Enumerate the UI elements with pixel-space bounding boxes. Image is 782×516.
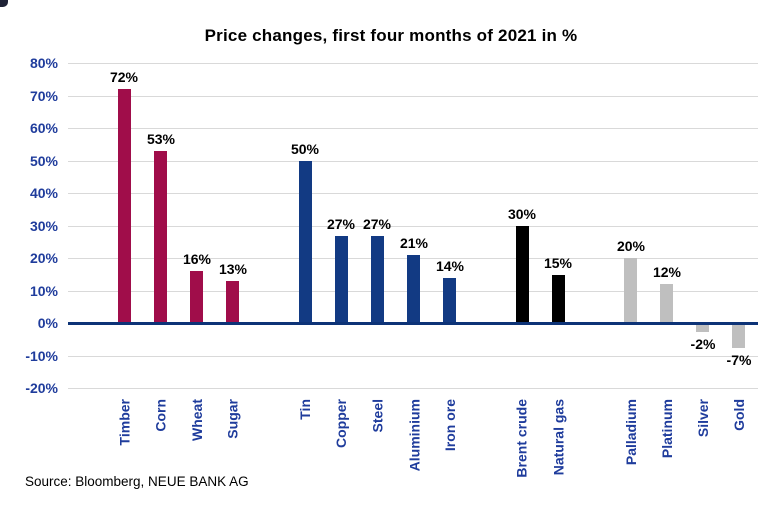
y-tick-label: 0% <box>37 315 58 331</box>
bar-palladium <box>624 258 637 323</box>
x-tick-label-text: Platinum <box>659 399 675 459</box>
y-tick-label: 40% <box>29 185 58 201</box>
x-tick-label-text: Corn <box>153 399 169 432</box>
corner-mark <box>0 0 8 7</box>
source-text: Source: Bloomberg, NEUE BANK AG <box>25 474 249 489</box>
y-tick-label: 20% <box>29 250 58 266</box>
gridline <box>68 193 758 194</box>
value-label-palladium: 20% <box>616 238 646 254</box>
bar-aluminium <box>407 255 420 323</box>
value-label-copper: 27% <box>326 216 356 232</box>
value-label-silver: -2% <box>690 336 716 352</box>
bar-natural-gas <box>552 275 565 324</box>
bar-wheat <box>190 271 203 323</box>
x-tick-label-text: Silver <box>695 399 711 438</box>
bar-copper <box>335 236 348 324</box>
x-tick-label-text: Tin <box>297 399 313 420</box>
x-tick-label-text: Gold <box>731 399 747 431</box>
gridline <box>68 161 758 162</box>
bar-silver <box>696 325 709 332</box>
bar-iron-ore <box>443 278 456 324</box>
bar-sugar <box>226 281 239 323</box>
x-tick-label-text: Timber <box>116 399 132 446</box>
value-label-aluminium: 21% <box>399 235 429 251</box>
gridline <box>68 63 758 64</box>
y-tick-label: 60% <box>29 120 58 136</box>
x-tick-label-text: Brent crude <box>514 399 530 478</box>
value-label-wheat: 16% <box>182 251 212 267</box>
gridline <box>68 388 758 389</box>
gridline <box>68 356 758 357</box>
gridline <box>68 128 758 129</box>
value-label-steel: 27% <box>362 216 392 232</box>
x-tick-label-text: Copper <box>333 399 349 448</box>
value-label-timber: 72% <box>109 69 139 85</box>
bar-platinum <box>660 284 673 323</box>
x-tick-label-text: Sugar <box>225 399 241 439</box>
y-tick-label: -10% <box>25 348 58 364</box>
y-tick-label: 80% <box>29 55 58 71</box>
x-tick-label-text: Wheat <box>189 399 205 441</box>
y-tick-label: 30% <box>29 218 58 234</box>
value-label-brent-crude: 30% <box>507 206 537 222</box>
bar-corn <box>154 151 167 323</box>
x-tick-label-text: Palladium <box>623 399 639 466</box>
bar-timber <box>118 89 131 323</box>
x-tick-label-text: Natural gas <box>550 399 566 476</box>
x-tick-label-text: Iron ore <box>442 399 458 452</box>
value-label-iron-ore: 14% <box>435 258 465 274</box>
value-label-corn: 53% <box>146 131 176 147</box>
value-label-tin: 50% <box>290 141 320 157</box>
gridline <box>68 96 758 97</box>
y-tick-label: 70% <box>29 88 58 104</box>
value-label-platinum: 12% <box>652 264 682 280</box>
x-axis-line <box>68 322 758 325</box>
bar-steel <box>371 236 384 324</box>
bar-gold <box>732 325 745 348</box>
x-tick-label-text: Aluminium <box>406 399 422 472</box>
y-tick-label: -20% <box>25 380 58 396</box>
y-tick-label: 10% <box>29 283 58 299</box>
value-label-sugar: 13% <box>218 261 248 277</box>
chart-title: Price changes, first four months of 2021… <box>204 26 578 45</box>
gridline <box>68 226 758 227</box>
value-label-gold: -7% <box>726 352 752 368</box>
y-tick-label: 50% <box>29 153 58 169</box>
bar-brent-crude <box>516 226 529 324</box>
bar-tin <box>299 161 312 324</box>
value-label-natural-gas: 15% <box>543 255 573 271</box>
x-tick-label-text: Steel <box>369 399 385 433</box>
